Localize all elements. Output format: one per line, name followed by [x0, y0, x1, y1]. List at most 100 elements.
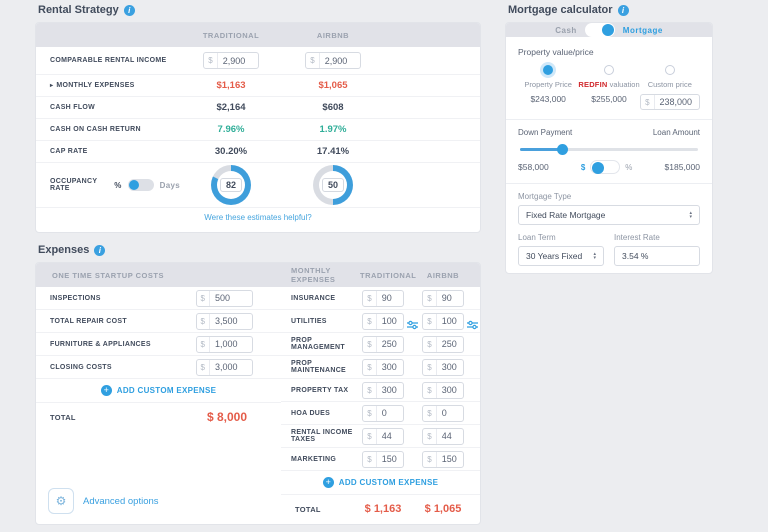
property-price-value: $243,000	[530, 94, 566, 104]
toggle-knob	[601, 24, 614, 36]
radio-icon[interactable]	[664, 65, 675, 75]
mortgage-label[interactable]: Mortgage	[622, 25, 663, 35]
occupancy-unit-toggle[interactable]	[127, 179, 154, 191]
cap-rate-airbnb-value: 17.41%	[316, 146, 350, 157]
occupancy-days-label[interactable]: Days	[159, 180, 180, 190]
percent-label[interactable]: %	[625, 162, 633, 172]
table-row: UTILITIES $100 $100	[281, 310, 480, 333]
loan-amount-value: $185,000	[664, 162, 700, 172]
dollar-label[interactable]: $	[580, 162, 586, 172]
dollar-percent-toggle[interactable]	[590, 160, 621, 174]
property-price-option[interactable]: Property Price $243,000	[518, 65, 578, 110]
table-row: CAP RATE 30.20% 17.41%	[36, 140, 480, 162]
hoa-dues-airbnb-input[interactable]: $0	[422, 404, 464, 422]
custom-price-input[interactable]: $ 238,000	[640, 94, 700, 110]
column-header-airbnb: AIRBNB	[426, 270, 460, 280]
table-row: FURNITURE & APPLIANCES $ 1,000	[36, 333, 281, 356]
startup-costs-column: INSPECTIONS $ 500 TOTAL REPAIR COST $ 3,…	[36, 287, 281, 524]
monthly-total-traditional: $ 1,163	[364, 503, 402, 515]
startup-total-label: TOTAL	[50, 412, 76, 422]
monthly-expenses-expandable-row[interactable]: ▸ MONTHLY EXPENSES	[50, 82, 135, 89]
info-icon[interactable]: i	[617, 4, 629, 16]
row-label: RENTAL INCOME TAXES	[291, 429, 353, 443]
cap-rate-traditional-value: 30.20%	[214, 146, 248, 157]
rental-income-taxes-traditional-input[interactable]: $44	[362, 427, 404, 445]
utilities-traditional-input[interactable]: $100	[362, 312, 404, 330]
marketing-airbnb-input[interactable]: $150	[422, 450, 464, 468]
redfin-valuation-option[interactable]: REDFIN valuation $255,000	[578, 65, 640, 110]
prop-management-traditional-input[interactable]: $250	[362, 335, 404, 353]
furniture-appliances-input[interactable]: $ 1,000	[195, 335, 253, 353]
down-payment-slider[interactable]	[520, 144, 698, 155]
rental-income-traditional-input[interactable]: $ 2,900	[203, 52, 259, 69]
advanced-options-button[interactable]: ⚙	[48, 488, 74, 514]
sliders-icon[interactable]	[407, 317, 418, 335]
closing-costs-input[interactable]: $ 3,000	[195, 358, 253, 376]
table-row: COMPARABLE RENTAL INCOME $ 2,900 $ 2,900	[36, 47, 480, 74]
info-icon[interactable]: i	[123, 4, 135, 16]
currency-prefix: $	[306, 53, 320, 68]
startup-costs-header: ONE TIME STARTUP COSTS	[52, 270, 164, 280]
monthly-expenses-header: MONTHLY EXPENSES	[291, 266, 336, 284]
radio-icon[interactable]	[604, 65, 614, 75]
rental-income-airbnb-input[interactable]: $ 2,900	[305, 52, 361, 69]
rental-table-header: TRADITIONAL AIRBNB	[36, 23, 480, 47]
advanced-options-link[interactable]: Advanced options	[83, 495, 159, 507]
table-row: HOA DUES $0 $0	[281, 402, 480, 425]
table-row: RENTAL INCOME TAXES $44 $44	[281, 425, 480, 448]
marketing-traditional-input[interactable]: $150	[362, 450, 404, 468]
divider	[506, 183, 712, 184]
loan-term-select[interactable]: 30 Years Fixed ▴ ▾	[518, 246, 604, 266]
cash-label[interactable]: Cash	[555, 25, 577, 35]
table-row: ▸ MONTHLY EXPENSES $1,163 $1,065	[36, 74, 480, 96]
prop-management-airbnb-input[interactable]: $250	[422, 335, 464, 353]
select-arrows-icon: ▴ ▾	[593, 251, 596, 261]
table-row: CASH ON CASH RETURN 7.96% 1.97%	[36, 118, 480, 140]
inspections-input[interactable]: $ 500	[195, 289, 253, 307]
monthly-total-label: TOTAL	[295, 504, 321, 514]
table-row: PROP MANAGEMENT $250 $250	[281, 333, 480, 356]
rental-helpful-link[interactable]: Were these estimates helpful?	[204, 213, 312, 222]
mortgage-helpful-link[interactable]: Were these estimates helpful?	[555, 272, 662, 273]
row-label: CASH FLOW	[50, 104, 96, 111]
custom-price-option[interactable]: Custom price $ 238,000	[640, 65, 700, 110]
row-label: HOA DUES	[291, 409, 331, 417]
utilities-airbnb-input[interactable]: $100	[422, 312, 464, 330]
insurance-airbnb-input[interactable]: $90	[422, 289, 464, 307]
monthly-expenses-airbnb-value: $1,065	[318, 80, 348, 91]
insurance-traditional-input[interactable]: $90	[362, 289, 404, 307]
table-row: MARKETING $150 $150	[281, 448, 480, 471]
select-arrows-icon: ▴ ▾	[689, 210, 692, 220]
total-repair-cost-input[interactable]: $ 3,500	[195, 312, 253, 330]
cash-mortgage-toggle[interactable]	[584, 23, 615, 37]
row-label: INSURANCE	[291, 294, 336, 302]
mortgage-calculator-title: Mortgage calculator i	[508, 4, 629, 16]
radio-selected-icon[interactable]	[543, 65, 554, 75]
prop-maintenance-airbnb-input[interactable]: $300	[422, 358, 464, 376]
info-icon[interactable]: i	[94, 244, 106, 256]
plus-icon: +	[322, 477, 334, 488]
add-custom-monthly-expense-button[interactable]: + ADD CUSTOM EXPENSE	[281, 471, 480, 495]
expenses-title: Expenses i	[38, 244, 106, 256]
row-label: FURNITURE & APPLIANCES	[50, 340, 151, 348]
property-tax-traditional-input[interactable]: $300	[362, 381, 404, 399]
property-tax-airbnb-input[interactable]: $300	[422, 381, 464, 399]
prop-maintenance-traditional-input[interactable]: $300	[362, 358, 404, 376]
cash-on-cash-airbnb-value: 1.97%	[319, 124, 347, 135]
down-payment-slider-knob[interactable]	[556, 144, 568, 155]
property-value-section-label: Property value/price	[518, 47, 594, 57]
rental-strategy-panel: TRADITIONAL AIRBNB COMPARABLE RENTAL INC…	[35, 22, 481, 233]
rental-income-taxes-airbnb-input[interactable]: $44	[422, 427, 464, 445]
mortgage-type-select[interactable]: Fixed Rate Mortgage ▴ ▾	[518, 205, 700, 225]
row-label: PROP MAINTENANCE	[291, 360, 347, 374]
occupancy-percent-label[interactable]: %	[114, 180, 122, 190]
plus-icon: +	[100, 385, 112, 396]
add-custom-startup-expense-button[interactable]: + ADD CUSTOM EXPENSE	[36, 379, 281, 403]
hoa-dues-traditional-input[interactable]: $0	[362, 404, 404, 422]
divider	[506, 119, 712, 120]
interest-rate-input[interactable]: 3.54 %	[614, 246, 700, 266]
mortgage-type-label: Mortgage Type	[518, 192, 572, 201]
startup-total-value: $ 8,000	[206, 410, 247, 424]
sliders-icon[interactable]	[467, 317, 478, 335]
